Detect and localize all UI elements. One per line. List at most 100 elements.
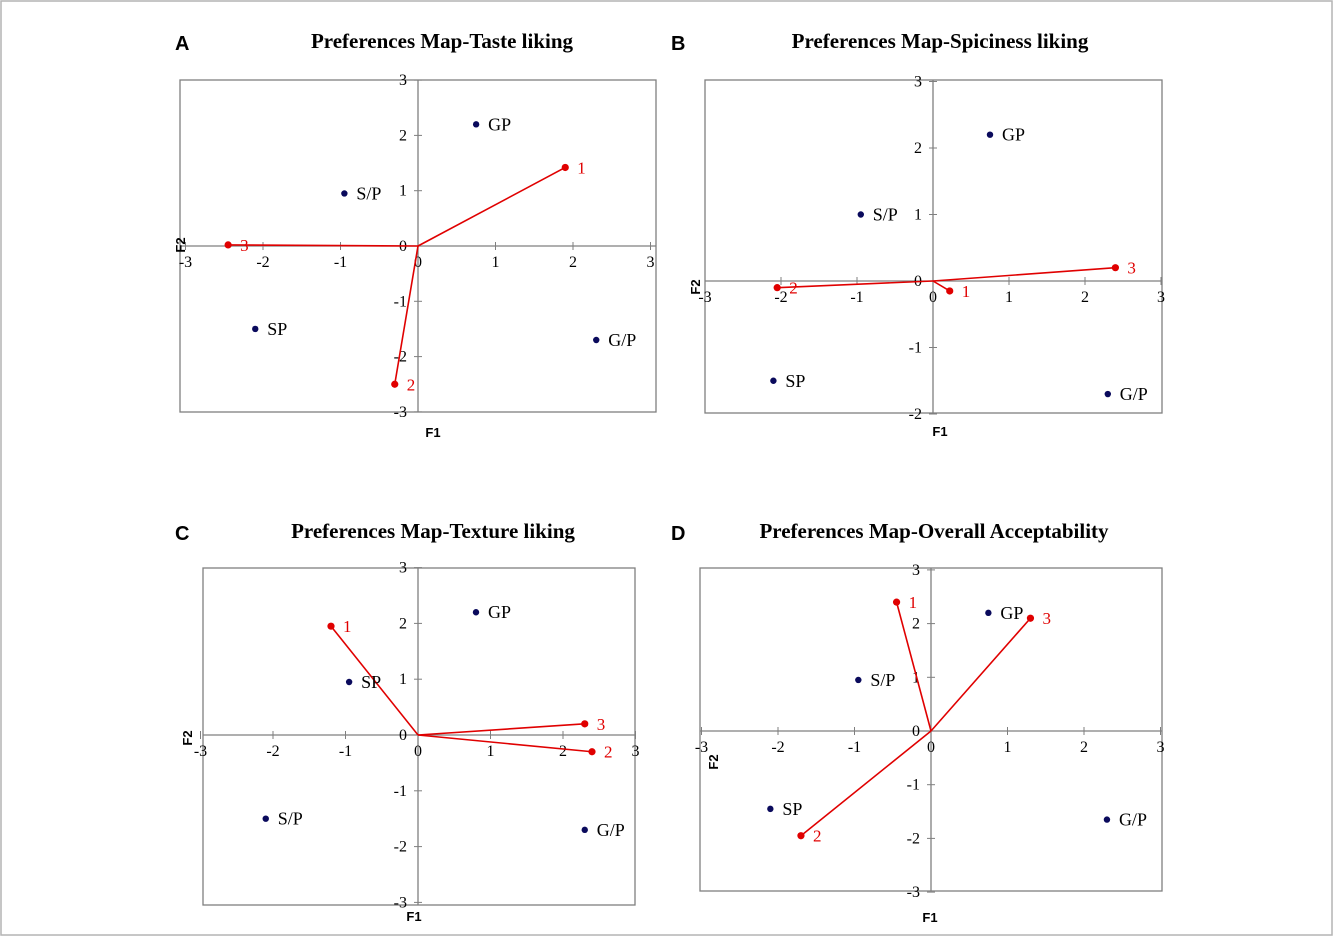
panel-c-x-axis-label: F1	[406, 909, 421, 924]
panel-b-observation-label-g-p: G/P	[1120, 384, 1148, 404]
panel-c-variable-point-2	[588, 748, 596, 756]
panel-c-variable-vector-2	[417, 734, 593, 753]
panel-d-observation-label-sp: SP	[782, 799, 802, 819]
panel-b-x-tick-label: 3	[1157, 289, 1165, 306]
panel-d-observation-point-s-p	[855, 676, 862, 684]
panel-a-observation-label-gp: GP	[488, 114, 511, 134]
panel-b-x-tick-label: -1	[850, 289, 863, 306]
panel-c-x-tick-label: -1	[339, 743, 352, 760]
panel-a-observation-label-s-p: S/P	[356, 183, 381, 203]
panel-c-observation-label-sp: SP	[361, 672, 381, 692]
panel-a-variable-point-1	[561, 163, 569, 172]
panel-d-x-tick-label: 3	[1157, 739, 1165, 756]
panel-d-title: Preferences Map-Overall Acceptability	[759, 519, 1109, 543]
panel-a-y-tick-label: 2	[399, 127, 407, 144]
panel-b-observation-label-sp: SP	[785, 371, 805, 391]
panel-c-y-tick-label: -1	[394, 783, 407, 800]
panel-a-variable-label-2: 2	[407, 375, 416, 394]
panel-a-y-axis-label: F2	[173, 237, 188, 252]
panel-b-variable-vector-3	[932, 266, 1116, 282]
panel-a-y-tick-label: -3	[394, 404, 407, 421]
panel-b-y-tick-label: 3	[914, 74, 922, 91]
panel-a-variable-point-3	[224, 241, 232, 249]
panel-d-y-tick-label: -2	[907, 830, 920, 847]
panel-a-x-tick-label: 2	[569, 254, 577, 271]
panel-c-y-tick-label: 1	[399, 671, 407, 688]
panel-c-y-tick-label: 3	[399, 560, 407, 577]
panel-d-letter: D	[671, 523, 685, 545]
panel-a-variable-vector-1	[417, 166, 566, 247]
panel-c-observation-label-g-p: G/P	[597, 820, 625, 840]
panel-b-observation-label-s-p: S/P	[873, 205, 898, 225]
panel-d-variable-vector-1	[895, 601, 932, 732]
panel-d-variable-vector-3	[930, 617, 1032, 732]
panel-a-x-tick-label: -1	[334, 254, 347, 271]
panel-b-y-tick-label: 1	[914, 207, 922, 224]
panel-a-observation-point-gp	[472, 121, 480, 128]
panel-d-observation-label-gp: GP	[1000, 603, 1023, 623]
panel-a-variable-vector-2	[393, 245, 419, 385]
panel-d-x-tick-label: 0	[927, 739, 935, 756]
panel-b-observation-label-gp: GP	[1002, 125, 1025, 145]
panel-c-x-tick-label: -2	[266, 743, 279, 760]
panel-d-y-tick-label: -3	[907, 884, 920, 901]
panel-a-x-tick-label: 0	[414, 254, 422, 271]
panel-d-variable-point-3	[1026, 614, 1035, 622]
panel-b-y-tick-label: 2	[914, 140, 922, 157]
panel-d-variable-vector-2	[800, 730, 932, 837]
panel-b-x-tick-label: -3	[698, 289, 711, 306]
panel-b-variable-point-2	[773, 284, 781, 292]
panel-c-x-tick-label: 3	[632, 743, 640, 760]
panel-c-title: Preferences Map-Texture liking	[291, 519, 575, 543]
panel-c-variable-point-3	[581, 720, 589, 728]
panel-d-variable-label-1: 1	[909, 593, 918, 612]
panel-d-y-tick-label: 2	[912, 616, 920, 633]
panel-a-variable-label-3: 3	[240, 236, 249, 255]
panel-c-y-axis-label: F2	[180, 730, 195, 745]
panel-c-y-tick-label: -3	[394, 894, 407, 911]
panel-b-y-tick-label: -1	[909, 340, 922, 357]
panel-d-variable-label-2: 2	[813, 827, 822, 846]
panel-c-variable-point-1	[327, 622, 335, 630]
panel-a-x-tick-label: 3	[647, 254, 655, 271]
panel-b-x-tick-label: -2	[774, 289, 787, 306]
panel-c-letter: C	[175, 523, 189, 545]
panel-c-variable-vector-1	[330, 625, 419, 736]
panel-a-observation-point-g-p	[593, 336, 600, 344]
panel-b-variable-label-3: 3	[1127, 259, 1136, 278]
panel-b-variable-point-1	[946, 287, 954, 295]
panel-d-y-tick-label: 0	[912, 723, 920, 740]
panel-b-variable-label-2: 2	[789, 279, 798, 298]
panel-d-y-axis-label: F2	[706, 754, 721, 769]
panel-a-y-tick-label: 3	[399, 72, 407, 89]
panel-c-variable-vector-3	[417, 723, 585, 736]
panel-a-x-tick-label: -2	[256, 254, 269, 271]
panel-d-observation-label-g-p: G/P	[1119, 810, 1147, 830]
panel-d-x-tick-label: 1	[1004, 739, 1012, 756]
panel-a-title: Preferences Map-Taste liking	[311, 29, 574, 53]
panel-c-y-tick-label: -2	[394, 839, 407, 856]
panel-a-variable-vector-3	[228, 244, 419, 247]
panel-d-x-tick-label: 2	[1080, 739, 1088, 756]
panel-a-y-tick-label: -2	[394, 349, 407, 366]
panel-d-observation-label-s-p: S/P	[870, 670, 895, 690]
panel-a-x-axis-label: F1	[425, 425, 440, 440]
panel-c-observation-point-s-p	[262, 815, 269, 822]
panel-d-variable-point-1	[892, 598, 901, 606]
panel-c-x-tick-label: 1	[487, 743, 495, 760]
panel-c-y-tick-label: 2	[399, 615, 407, 632]
panel-b-y-tick-label: -2	[909, 406, 922, 423]
panel-b-observation-point-gp	[986, 131, 994, 138]
panel-d-x-tick-label: -1	[848, 739, 861, 756]
panel-b-x-tick-label: 1	[1005, 289, 1013, 306]
panel-c-x-tick-label: 2	[559, 743, 567, 760]
panel-b-x-axis-label: F1	[932, 424, 947, 439]
panel-b-x-tick-label: 0	[929, 289, 937, 306]
panel-a-y-tick-label: 1	[399, 183, 407, 200]
panel-a-observation-point-s-p	[341, 190, 348, 197]
panel-a-letter: A	[175, 33, 189, 55]
panel-b-observation-point-s-p	[857, 211, 864, 218]
panel-a-observation-point-sp	[252, 325, 259, 333]
